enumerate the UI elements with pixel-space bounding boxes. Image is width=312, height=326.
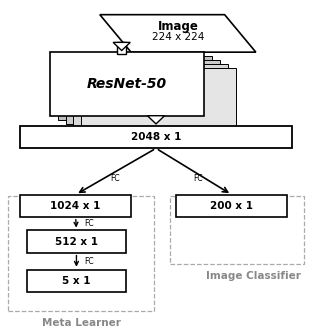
FancyBboxPatch shape	[27, 230, 126, 253]
FancyBboxPatch shape	[27, 270, 126, 292]
Text: FC: FC	[84, 219, 94, 228]
FancyBboxPatch shape	[20, 195, 131, 217]
Text: 2048 x 1: 2048 x 1	[131, 132, 181, 142]
FancyBboxPatch shape	[50, 52, 204, 116]
FancyBboxPatch shape	[117, 42, 126, 54]
Polygon shape	[113, 42, 130, 51]
FancyBboxPatch shape	[73, 64, 228, 128]
Text: ResNet-50: ResNet-50	[87, 77, 167, 91]
Polygon shape	[147, 116, 165, 124]
Text: Meta Learner: Meta Learner	[42, 318, 120, 326]
Text: FC: FC	[193, 174, 203, 183]
Text: 5 x 1: 5 x 1	[62, 276, 91, 286]
Text: 1024 x 1: 1024 x 1	[51, 201, 101, 211]
Text: 512 x 1: 512 x 1	[55, 237, 98, 246]
Polygon shape	[100, 15, 256, 52]
FancyBboxPatch shape	[81, 68, 236, 132]
FancyBboxPatch shape	[20, 126, 292, 148]
Text: 200 x 1: 200 x 1	[210, 201, 253, 211]
FancyBboxPatch shape	[58, 56, 212, 120]
Text: Image: Image	[157, 20, 198, 33]
FancyBboxPatch shape	[66, 60, 220, 124]
FancyBboxPatch shape	[176, 195, 287, 217]
Text: FC: FC	[110, 174, 120, 183]
FancyBboxPatch shape	[152, 116, 160, 117]
Text: 224 x 224: 224 x 224	[152, 32, 204, 41]
Text: Image Classifier: Image Classifier	[206, 271, 301, 281]
Text: FC: FC	[84, 257, 94, 266]
